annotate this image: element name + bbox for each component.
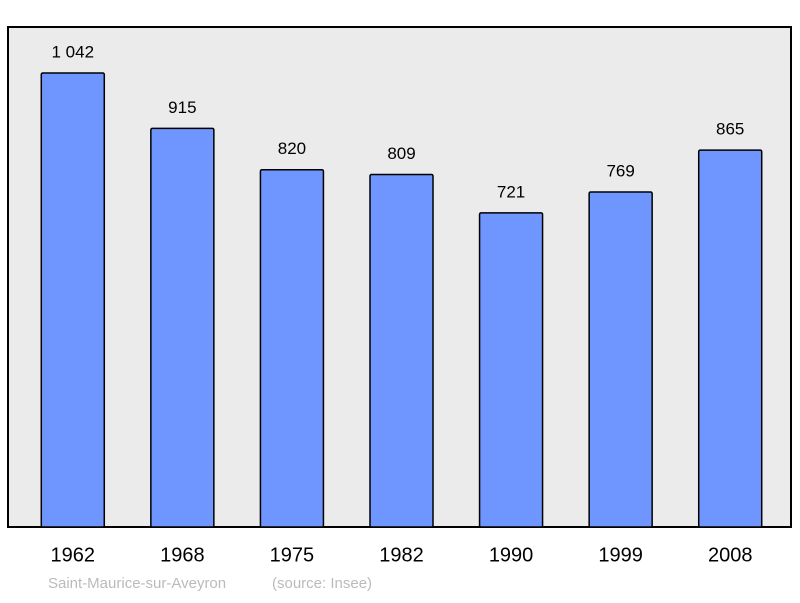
value-label: 809 <box>387 144 415 163</box>
bar <box>150 127 215 528</box>
x-tick-label: 2008 <box>708 544 753 566</box>
value-label: 915 <box>168 98 196 117</box>
bar <box>588 191 653 528</box>
bar <box>40 72 106 528</box>
bar <box>259 168 325 528</box>
bar <box>697 149 763 528</box>
bar <box>478 212 544 528</box>
x-tick-label: 1990 <box>489 544 534 566</box>
x-tick-label: 1975 <box>270 544 315 566</box>
value-label: 865 <box>716 120 744 139</box>
value-label: 769 <box>606 161 634 180</box>
source: (source: Insee) <box>272 575 372 592</box>
value-label: 721 <box>497 182 525 201</box>
value-label: 820 <box>278 139 306 158</box>
bar <box>369 173 434 528</box>
caption: Saint-Maurice-sur-Aveyron <box>48 575 226 592</box>
x-tick-label: 1999 <box>598 544 643 566</box>
x-tick-label: 1968 <box>160 544 205 566</box>
value-label: 1 042 <box>52 42 95 61</box>
x-tick-label: 1962 <box>51 544 96 566</box>
x-tick-label: 1982 <box>379 544 424 566</box>
